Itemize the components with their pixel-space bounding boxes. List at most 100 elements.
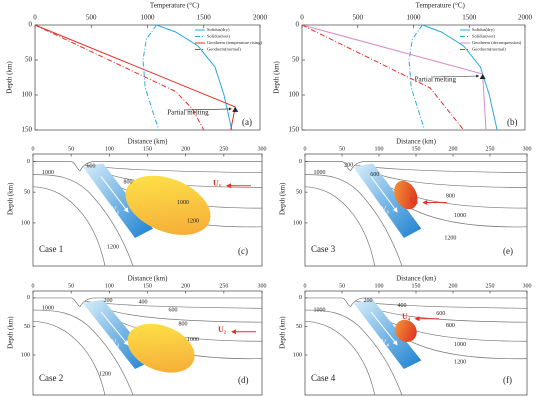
- slab-arrow: [100, 176, 129, 213]
- series-line: [422, 24, 498, 131]
- slab-arrow: [100, 311, 129, 346]
- annotation-arrow: [432, 74, 480, 78]
- x-tick-label: 250: [486, 283, 495, 289]
- slab-arrow: [370, 176, 398, 213]
- isotherm-label: 200: [344, 163, 353, 169]
- series-line: [301, 24, 487, 131]
- isotherm: [305, 187, 375, 266]
- y-tick-label: 50: [25, 56, 33, 64]
- isotherm-label: 1200: [454, 359, 466, 365]
- y-axis-title: Depth (km): [7, 316, 15, 349]
- x-tick-label: 50: [339, 283, 345, 289]
- series-line: [142, 24, 160, 131]
- legend-label: Geotherm (decompression): [472, 40, 522, 45]
- y-axis-title: Depth (km): [279, 316, 287, 349]
- x-tick-label: 300: [523, 146, 532, 152]
- x-tick-label: 0: [33, 14, 37, 22]
- isotherm-label: 800: [446, 323, 455, 329]
- legend-label: Geotherm (temperature rising): [207, 40, 262, 45]
- x-tick-label: 50: [68, 146, 74, 152]
- x-tick-label: 1000: [141, 14, 156, 22]
- panel-label: (a): [242, 117, 252, 127]
- y-tick-label: 50: [24, 324, 30, 330]
- x-tick-label: 100: [105, 283, 114, 289]
- annotation: Partial melting: [167, 109, 209, 117]
- melt-velocity: U₄: [402, 312, 411, 321]
- x-tick-label: 2000: [518, 14, 533, 22]
- slab-velocity: V₄: [381, 338, 390, 347]
- y-tick-label: 100: [293, 352, 302, 358]
- series-line: [34, 24, 205, 131]
- x-axis-title: Distance (km): [128, 275, 169, 283]
- x-tick-label: 250: [219, 146, 228, 152]
- legend-label: Geotherm(normal): [207, 47, 241, 52]
- legend-label: Geotherm(normal): [472, 47, 506, 52]
- case-label: Case 4: [311, 373, 336, 383]
- section-shapes: [305, 161, 527, 266]
- slab-velocity: V₃: [381, 205, 390, 214]
- isotherm-label: 1000: [42, 170, 54, 176]
- y-tick-label: 50: [296, 324, 302, 330]
- x-tick-label: 100: [105, 146, 114, 152]
- isotherm: [355, 301, 527, 308]
- x-axis-title: Temperature (°C): [416, 2, 466, 10]
- melt-zone: [127, 323, 195, 373]
- isotherm-label: 1000: [314, 170, 326, 176]
- isotherm: [305, 321, 375, 395]
- slab-velocity: V₂: [111, 338, 120, 347]
- y-axis-title: Depth (km): [279, 182, 287, 215]
- y-tick-label: 50: [292, 56, 300, 64]
- x-axis-title: Distance (km): [128, 138, 169, 146]
- y-tick-label: 100: [289, 91, 300, 99]
- y-tick-label: 100: [22, 91, 33, 99]
- y-axis-title: Depth (km): [6, 61, 14, 94]
- case-label: Case 2: [39, 373, 63, 383]
- series-line: [301, 24, 465, 131]
- annotation: Partial melting: [415, 76, 457, 84]
- x-tick-label: 100: [375, 283, 384, 289]
- y-tick-label: 0: [299, 159, 302, 165]
- x-tick-label: 0: [32, 283, 35, 289]
- series-line: [156, 24, 233, 131]
- case-label: Case 3: [311, 244, 336, 254]
- isotherm: [85, 165, 262, 172]
- x-tick-label: 150: [412, 283, 421, 289]
- isotherm: [33, 175, 133, 266]
- x-tick-label: 0: [304, 283, 307, 289]
- y-tick-label: 0: [299, 295, 302, 301]
- x-axis-title: Temperature (°C): [150, 2, 200, 10]
- x-tick-label: 50: [339, 146, 345, 152]
- melt-zone: [394, 319, 417, 342]
- isotherm: [33, 310, 133, 395]
- isotherm-label: 1000: [454, 213, 466, 219]
- panel-label: (d): [238, 375, 249, 385]
- section-frame: [304, 153, 528, 267]
- isotherm: [33, 298, 262, 307]
- legend-label: Solidus(wet): [207, 34, 231, 39]
- x-tick-label: 250: [219, 283, 228, 289]
- section-shapes: [33, 298, 262, 395]
- x-axis-title: Distance (km): [396, 275, 437, 283]
- y-axis-title: Depth (km): [7, 182, 15, 215]
- y-tick-label: 50: [296, 190, 302, 196]
- x-tick-label: 200: [181, 146, 190, 152]
- isotherm-label: 200: [104, 298, 113, 304]
- isotherm-label: 400: [139, 300, 148, 306]
- isotherm-label: 1000: [187, 337, 199, 343]
- x-tick-label: 500: [353, 14, 364, 22]
- legend-label: Solidus(dry): [472, 27, 495, 32]
- slab: [353, 299, 422, 369]
- y-tick-label: 100: [293, 220, 302, 226]
- y-tick-label: 150: [22, 126, 33, 134]
- x-tick-label: 2000: [253, 14, 268, 22]
- isotherm: [305, 298, 527, 307]
- y-tick-label: 0: [296, 21, 300, 29]
- x-tick-label: 200: [449, 146, 458, 152]
- x-tick-label: 1500: [462, 14, 477, 22]
- x-tick-label: 150: [143, 146, 152, 152]
- slab-arrow: [370, 311, 398, 346]
- panel-label: (c): [238, 246, 248, 256]
- x-tick-label: 1500: [197, 14, 212, 22]
- y-tick-label: 100: [21, 220, 30, 226]
- slab: [83, 163, 153, 238]
